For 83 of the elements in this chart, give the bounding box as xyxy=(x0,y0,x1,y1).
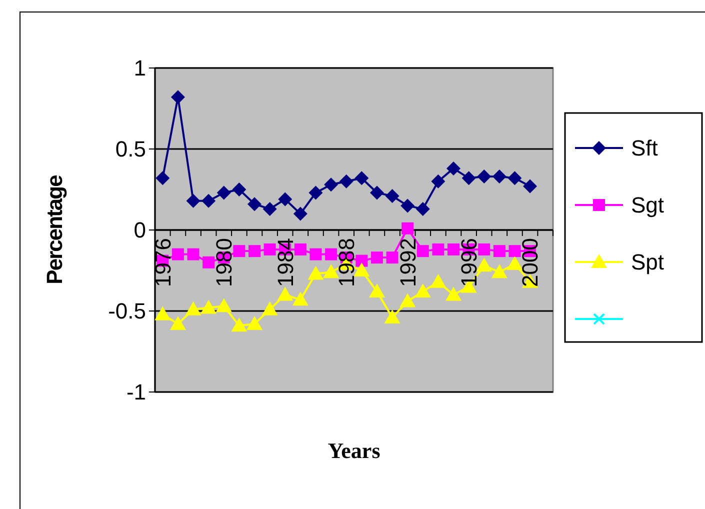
point xyxy=(370,252,383,264)
point xyxy=(476,258,492,272)
point xyxy=(446,286,462,301)
point xyxy=(400,198,415,213)
legend-label: Sgt xyxy=(631,192,664,218)
point xyxy=(248,245,260,258)
point xyxy=(430,274,446,288)
point xyxy=(478,243,490,256)
x-tick-label: 1992 xyxy=(395,238,420,287)
point xyxy=(231,318,248,332)
point xyxy=(154,306,171,320)
point xyxy=(508,171,522,186)
point xyxy=(354,171,369,186)
point xyxy=(386,252,398,264)
point xyxy=(262,202,277,216)
y-tick-label: 0 xyxy=(134,218,146,243)
point xyxy=(248,197,262,212)
point xyxy=(432,243,444,256)
point xyxy=(262,301,278,316)
point xyxy=(202,194,216,208)
legend-label: Sft xyxy=(631,136,658,161)
x-tick-label: 1984 xyxy=(272,238,298,287)
point xyxy=(186,194,200,208)
point xyxy=(277,286,294,301)
point xyxy=(172,248,184,260)
point xyxy=(431,174,446,188)
point xyxy=(310,248,322,260)
point xyxy=(170,316,186,330)
y-tick-label: 1 xyxy=(134,56,146,81)
point xyxy=(477,170,492,184)
point xyxy=(506,256,523,270)
point xyxy=(202,256,215,268)
x-tick-label: 1976 xyxy=(150,238,176,287)
point xyxy=(292,292,308,306)
point xyxy=(308,186,323,200)
point xyxy=(185,301,202,316)
point xyxy=(170,90,185,104)
point xyxy=(216,186,231,200)
point xyxy=(246,316,262,330)
point xyxy=(523,179,538,194)
point xyxy=(384,309,400,324)
point xyxy=(293,206,308,221)
point xyxy=(446,161,460,176)
point xyxy=(402,222,414,234)
y-axis-title: Percentage xyxy=(42,174,67,284)
point xyxy=(416,202,430,216)
point xyxy=(448,243,460,256)
point xyxy=(325,248,338,260)
legend-label: Spt xyxy=(631,250,664,275)
x-axis-title: Years xyxy=(328,438,381,463)
y-tick-label: 0.5 xyxy=(115,136,146,162)
point xyxy=(339,174,354,188)
point xyxy=(508,245,521,258)
point xyxy=(368,284,385,298)
point xyxy=(324,178,338,192)
point xyxy=(294,243,306,256)
point xyxy=(233,245,246,258)
y-tick-label: -1 xyxy=(126,380,146,405)
x-tick-label: 1980 xyxy=(212,238,237,287)
point xyxy=(414,284,431,298)
point xyxy=(200,300,217,314)
y-tick-label: -0.5 xyxy=(108,298,146,324)
point xyxy=(385,188,400,203)
point xyxy=(308,266,324,280)
point xyxy=(491,264,508,278)
point xyxy=(156,171,170,186)
point xyxy=(416,245,429,258)
point xyxy=(278,192,292,206)
point xyxy=(323,264,340,278)
x-tick-label: 2000 xyxy=(518,238,543,287)
point xyxy=(264,243,276,256)
point xyxy=(232,182,246,196)
point xyxy=(356,254,368,267)
point xyxy=(216,298,232,312)
point xyxy=(493,245,506,258)
x-tick-label: 1996 xyxy=(456,238,482,287)
x-tick-label: 1988 xyxy=(334,238,360,287)
point xyxy=(400,293,416,308)
point xyxy=(354,262,370,276)
point xyxy=(370,186,384,200)
point xyxy=(462,171,476,186)
point xyxy=(187,248,200,260)
point xyxy=(492,170,506,184)
